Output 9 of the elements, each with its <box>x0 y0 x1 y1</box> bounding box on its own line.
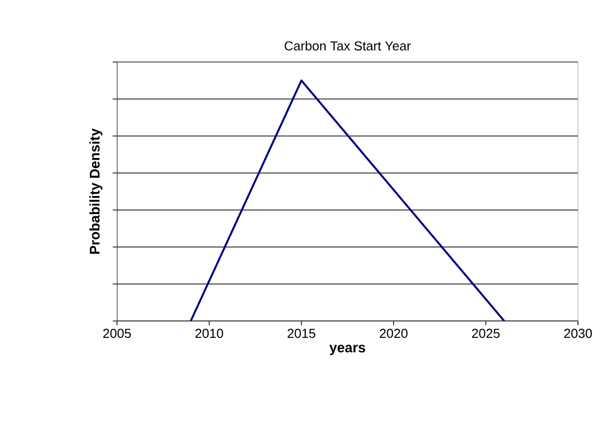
x-tick-label: 2025 <box>472 328 500 338</box>
x-axis-title: years <box>329 344 366 356</box>
x-tick-label: 2020 <box>380 328 408 338</box>
x-tick-label: 2005 <box>103 328 131 338</box>
chart-title: Carbon Tax Start Year <box>284 40 411 50</box>
y-axis-title: Probability Density <box>89 128 102 254</box>
x-tick-label: 2015 <box>288 328 316 338</box>
x-tick-label: 2010 <box>195 328 224 338</box>
x-tick-label: 2030 <box>564 328 592 338</box>
